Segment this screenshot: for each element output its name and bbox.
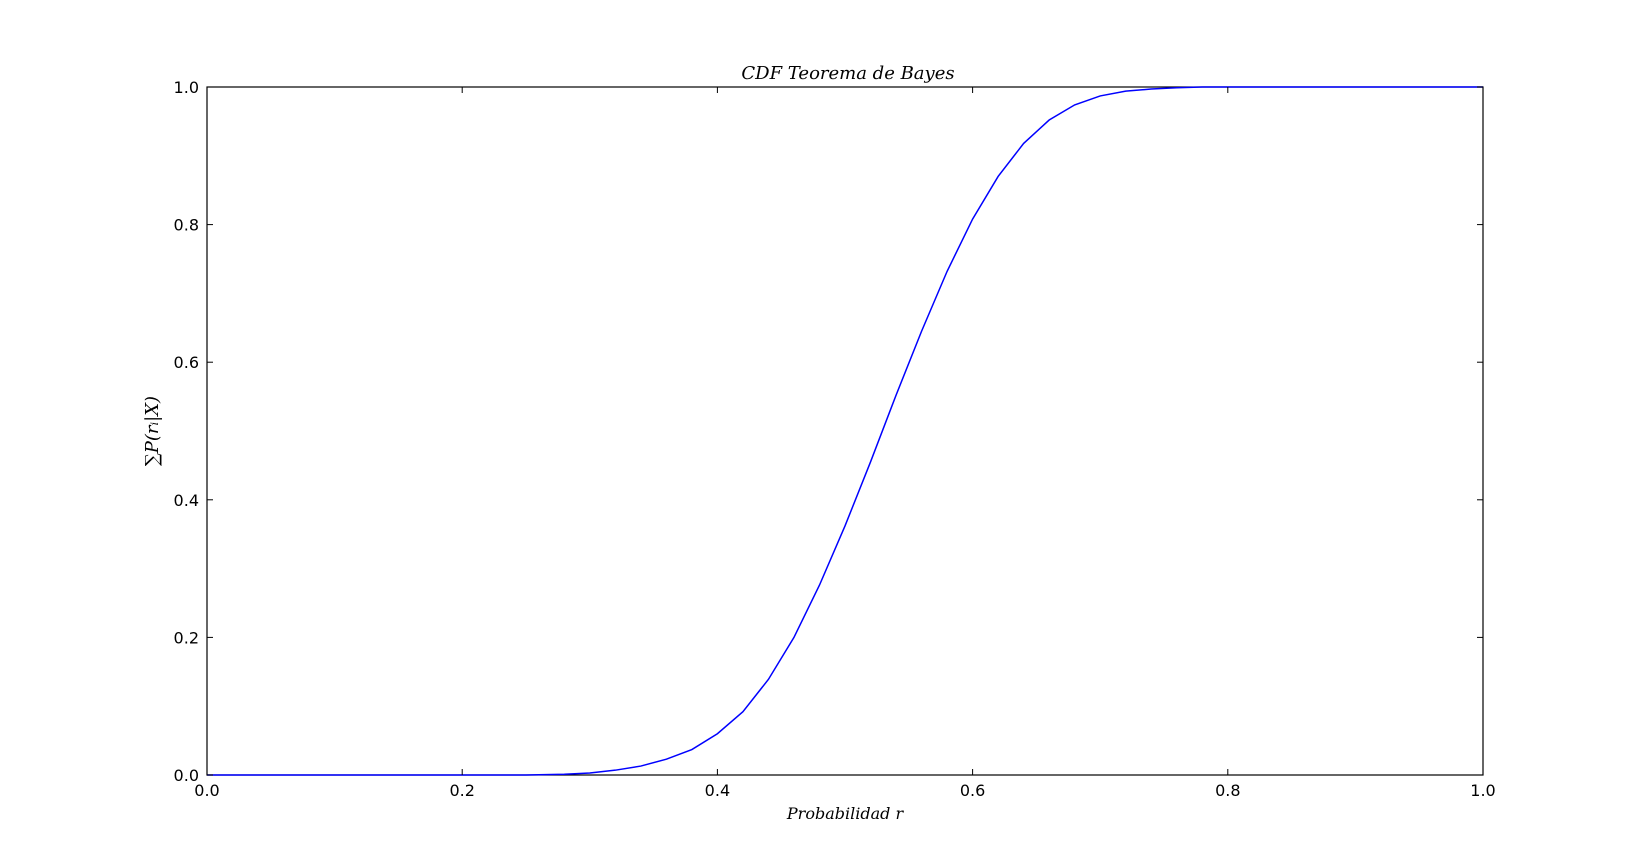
series-line: [207, 86, 1483, 776]
plot-area: [206, 86, 1484, 776]
y-tick-label: 0.0: [174, 766, 199, 785]
x-axis-label: Probabilidad r: [786, 804, 905, 823]
y-tick-label: 0.4: [174, 491, 199, 510]
x-tick-label: 0.6: [960, 781, 985, 800]
x-tick-label: 1.0: [1470, 781, 1495, 800]
y-tick-label: 0.8: [174, 216, 199, 235]
x-tick-label: 0.8: [1215, 781, 1240, 800]
chart-title: CDF Teorema de Bayes: [741, 63, 954, 84]
x-tick-label: 0.4: [705, 781, 730, 800]
plot-frame: [206, 86, 1484, 776]
y-tick-label: 0.2: [174, 628, 199, 647]
y-axis-label: ∑P(rᵢ|X): [142, 396, 163, 466]
x-axis: 0.0 0.2 0.4 0.6 0.8 1.0: [194, 87, 1496, 800]
y-axis: 0.0 0.2 0.4 0.6 0.8 1.0: [174, 78, 1483, 785]
y-tick-label: 0.6: [174, 353, 199, 372]
x-tick-label: 0.2: [449, 781, 474, 800]
y-tick-label: 1.0: [174, 78, 199, 97]
x-tick-label: 0.0: [194, 781, 219, 800]
